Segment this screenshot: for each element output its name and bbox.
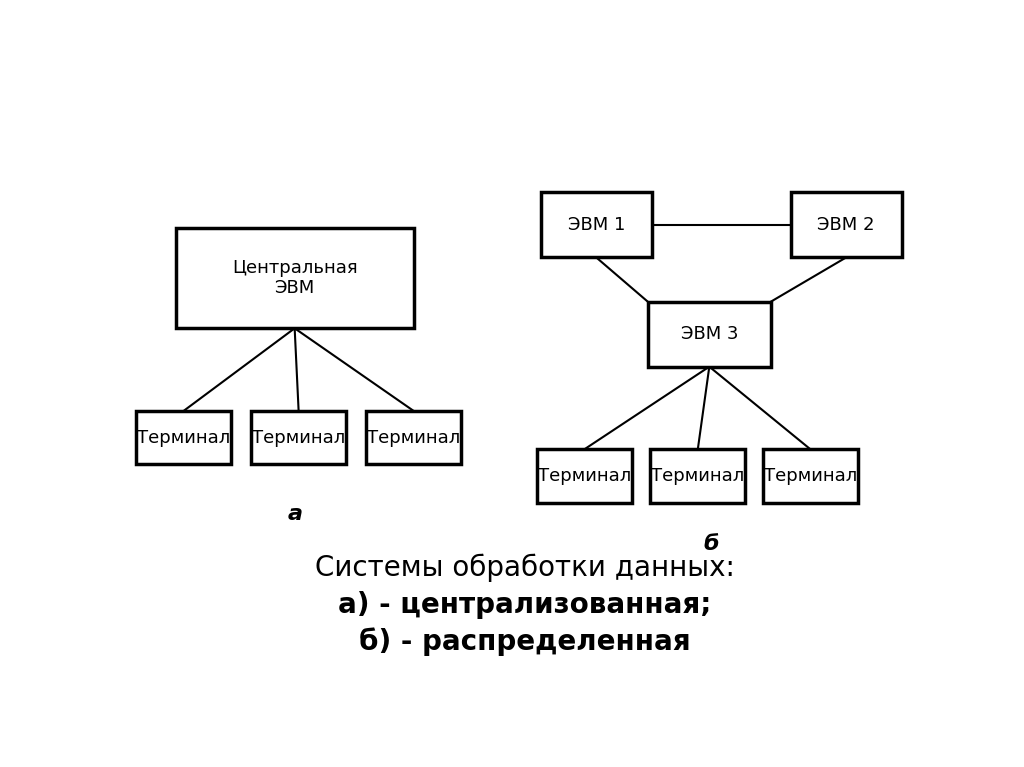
Text: б) - распределенная: б) - распределенная — [359, 627, 690, 657]
Text: Центральная
ЭВМ: Центральная ЭВМ — [231, 258, 357, 298]
FancyBboxPatch shape — [648, 301, 771, 367]
Text: Терминал: Терминал — [137, 429, 230, 446]
Text: б: б — [703, 534, 719, 554]
Text: а: а — [287, 505, 302, 525]
Text: Терминал: Терминал — [538, 467, 631, 485]
FancyBboxPatch shape — [136, 411, 231, 464]
Text: ЭВМ 1: ЭВМ 1 — [567, 216, 625, 234]
FancyBboxPatch shape — [367, 411, 461, 464]
Text: а) - централизованная;: а) - централизованная; — [338, 591, 712, 619]
Text: Терминал: Терминал — [651, 467, 744, 485]
Text: ЭВМ 2: ЭВМ 2 — [817, 216, 874, 234]
FancyBboxPatch shape — [176, 228, 414, 328]
FancyBboxPatch shape — [537, 449, 632, 502]
Text: Терминал: Терминал — [764, 467, 857, 485]
FancyBboxPatch shape — [251, 411, 346, 464]
Text: Системы обработки данных:: Системы обработки данных: — [314, 553, 735, 581]
FancyBboxPatch shape — [791, 193, 902, 258]
Text: Терминал: Терминал — [252, 429, 345, 446]
FancyBboxPatch shape — [763, 449, 858, 502]
FancyBboxPatch shape — [650, 449, 745, 502]
Text: Терминал: Терминал — [367, 429, 461, 446]
FancyBboxPatch shape — [541, 193, 652, 258]
Text: ЭВМ 3: ЭВМ 3 — [681, 325, 738, 343]
